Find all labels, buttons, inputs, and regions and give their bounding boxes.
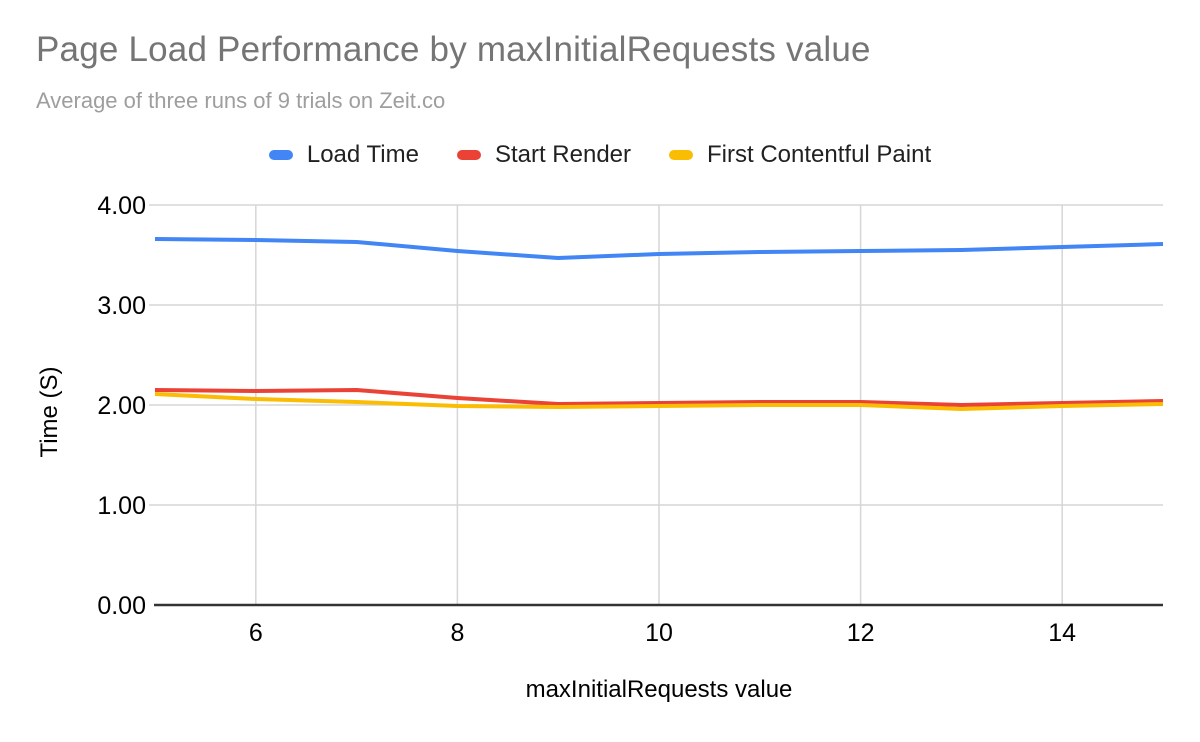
- chart-subtitle: Average of three runs of 9 trials on Zei…: [36, 88, 446, 113]
- chart-legend: Load Time Start Render First Contentful Pa…: [0, 141, 1200, 169]
- x-tick-label: 14: [1048, 619, 1076, 647]
- legend-swatch-load-time: [268, 150, 293, 160]
- legend-label-load-time: Load Time: [306, 141, 419, 168]
- series-line-first-contentful-paint: [154, 392, 1164, 411]
- legend-label-first-contentful-paint: First Contentful Paint: [707, 141, 932, 168]
- series-line-load-time: [154, 237, 1164, 260]
- x-tick-label: 6: [249, 619, 263, 647]
- legend-swatch-start-render: [456, 150, 481, 160]
- legend-label-start-render: Start Render: [494, 141, 632, 168]
- x-tick-label: 8: [450, 619, 464, 647]
- legend-item-start-render: Start Render: [456, 141, 632, 169]
- legend-item-first-contentful-paint: First Contentful Paint: [669, 141, 931, 169]
- series-line-start-render: [154, 388, 1164, 407]
- y-tick-label: 4.00: [97, 192, 146, 220]
- y-tick-label: 2.00: [97, 392, 146, 420]
- y-tick-label: 1.00: [97, 492, 146, 520]
- chart-title: Page Load Performance by maxInitialReque…: [36, 30, 871, 69]
- y-axis-title: Time (S): [36, 366, 63, 457]
- x-tick-label: 10: [645, 619, 673, 647]
- x-tick-label: 12: [847, 619, 875, 647]
- y-tick-label: 0.00: [97, 592, 146, 620]
- legend-item-load-time: Load Time: [268, 141, 419, 169]
- x-axis-title: maxInitialRequests value: [526, 676, 793, 703]
- y-tick-label: 3.00: [97, 292, 146, 320]
- legend-swatch-first-contentful-paint: [669, 150, 694, 160]
